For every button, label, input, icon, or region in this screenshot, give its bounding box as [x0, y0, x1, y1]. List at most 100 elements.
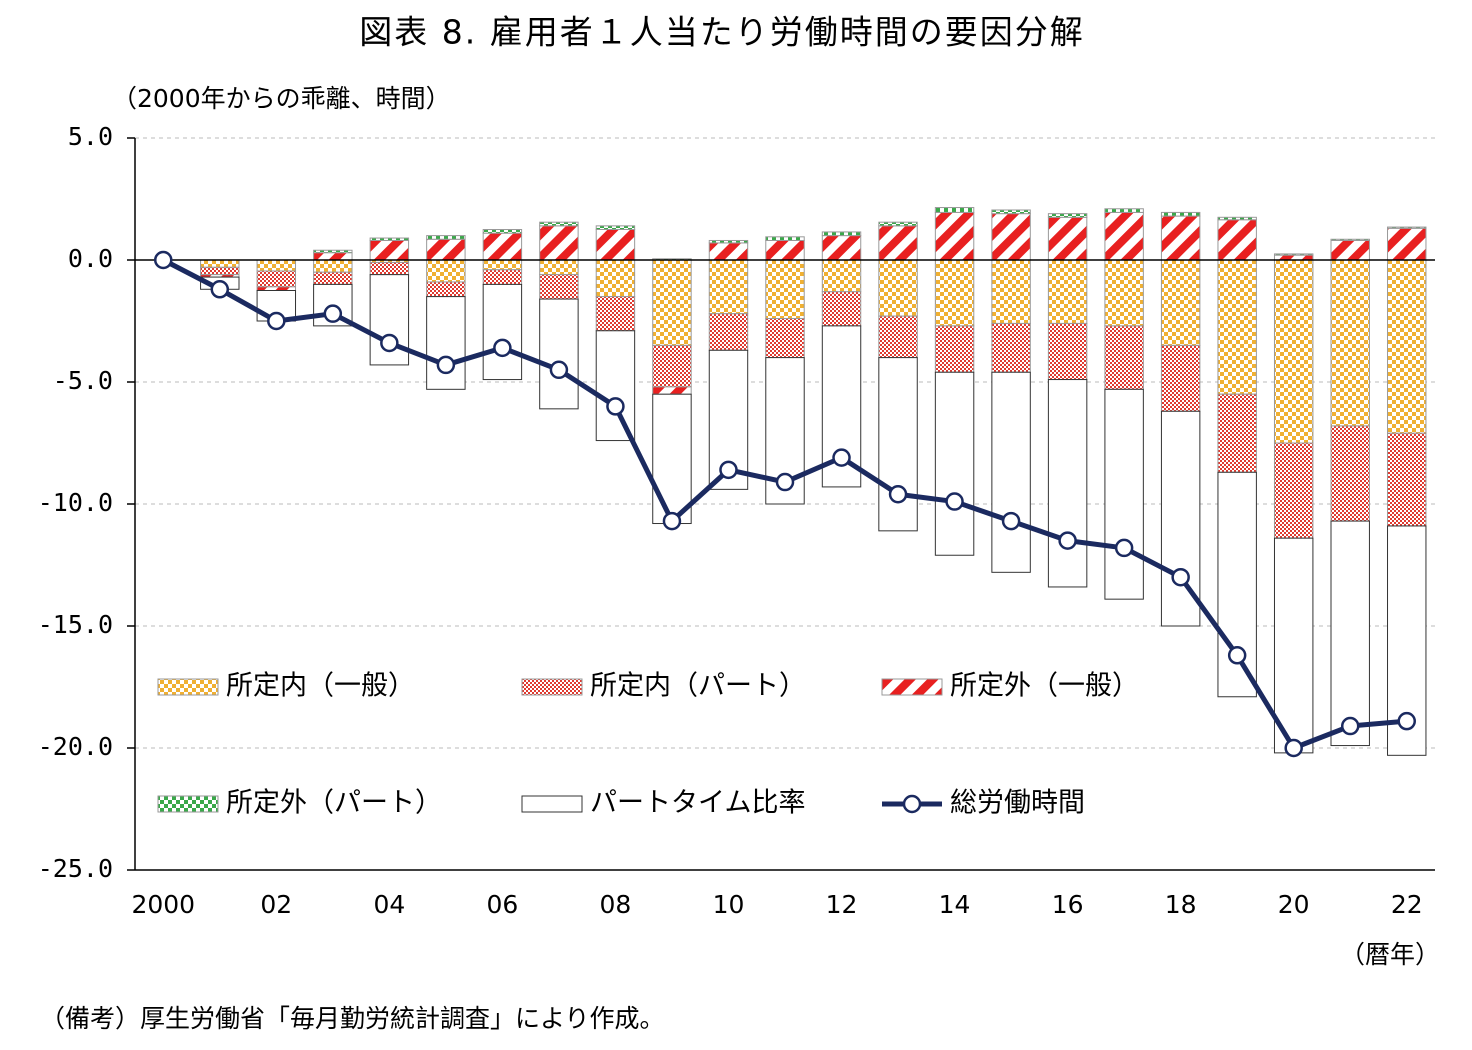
- y-tick-label: 0.0: [68, 244, 113, 273]
- bar: [1273, 537, 1314, 754]
- bar: [1330, 520, 1370, 747]
- legend-swatch: [881, 678, 943, 696]
- bar: [1217, 259, 1257, 395]
- x-tick-label: 06: [486, 890, 518, 919]
- bar: [991, 322, 1031, 373]
- bar: [934, 259, 975, 327]
- x-tick-label: 14: [939, 890, 971, 919]
- bar: [1160, 215, 1201, 261]
- bar: [256, 270, 297, 288]
- bar: [1160, 344, 1201, 412]
- x-tick-label: 08: [600, 890, 632, 919]
- line-marker: [606, 397, 625, 416]
- bar: [708, 239, 749, 244]
- bar: [708, 242, 749, 261]
- bar: [426, 296, 466, 390]
- line-marker: [154, 250, 173, 270]
- legend-swatch: [521, 678, 583, 696]
- bar: [652, 386, 692, 395]
- bar: [1273, 259, 1314, 444]
- bar: [878, 357, 918, 532]
- line-marker: [1001, 511, 1021, 531]
- bar: [1273, 442, 1314, 539]
- line-marker: [719, 460, 738, 480]
- bar: [539, 221, 579, 227]
- bar: [1217, 393, 1257, 473]
- legend-swatch: [157, 678, 219, 696]
- bar: [991, 209, 1031, 215]
- x-tick-label: 12: [826, 890, 858, 919]
- bar: [821, 235, 862, 261]
- bar: [595, 229, 636, 261]
- line-marker: [1340, 716, 1360, 736]
- bar: [1047, 322, 1088, 381]
- legend-label: 所定内（パート）: [590, 671, 806, 702]
- bar: [1387, 432, 1427, 527]
- line-marker: [1227, 646, 1247, 665]
- bar: [595, 225, 636, 230]
- bar: [313, 259, 353, 273]
- bar: [482, 259, 523, 271]
- x-axis-label: （暦年）: [1340, 940, 1440, 969]
- line-marker: [210, 280, 230, 299]
- bar: [765, 259, 805, 320]
- y-tick-label: -15.0: [38, 610, 113, 639]
- y-tick-label: 5.0: [68, 122, 113, 151]
- bar: [878, 259, 918, 317]
- x-tick-label: 10: [713, 890, 745, 919]
- line-marker: [1171, 567, 1190, 587]
- bar: [539, 259, 579, 276]
- bar: [200, 266, 240, 276]
- bar: [1217, 216, 1257, 221]
- line-marker: [323, 304, 343, 323]
- bar: [1330, 425, 1370, 522]
- bar: [595, 296, 636, 332]
- x-tick-label: 2000: [131, 890, 195, 919]
- bar: [1387, 226, 1427, 229]
- bar: [1330, 259, 1370, 427]
- bar: [1104, 211, 1144, 261]
- bar: [991, 371, 1031, 573]
- bar: [256, 259, 297, 272]
- chart-title: 図表 8. 雇用者１人当たり労働時間の要因分解: [359, 13, 1084, 52]
- bar: [878, 221, 918, 227]
- bar: [369, 261, 410, 276]
- y-tick-label: -20.0: [38, 732, 113, 761]
- bar: [313, 271, 353, 285]
- y-axis-label: （2000年からの乖離、時間）: [112, 84, 451, 113]
- bar: [934, 211, 975, 261]
- bar: [482, 283, 523, 381]
- bar: [1160, 410, 1201, 627]
- bar: [313, 249, 353, 254]
- line-marker: [380, 333, 399, 353]
- bar: [821, 259, 862, 293]
- bar: [1104, 325, 1144, 390]
- bar: [1217, 219, 1257, 261]
- bar: [991, 213, 1031, 261]
- bar: [1330, 238, 1370, 241]
- line-marker: [1284, 738, 1303, 758]
- bar: [765, 239, 805, 261]
- bar: [934, 325, 975, 373]
- y-tick-label: -5.0: [53, 366, 113, 395]
- bar: [482, 269, 523, 285]
- legend-label: パートタイム比率: [590, 788, 805, 819]
- bar: [991, 259, 1031, 324]
- line-marker: [1114, 538, 1134, 558]
- bar: [1104, 208, 1144, 213]
- x-tick-label: 18: [1165, 890, 1197, 919]
- bar: [765, 236, 805, 241]
- x-tick-label: 20: [1278, 890, 1310, 919]
- x-tick-label: 04: [373, 890, 405, 919]
- bar: [765, 318, 805, 359]
- legend-label: 所定内（一般）: [226, 671, 415, 702]
- bar: [539, 298, 579, 410]
- line-marker: [662, 511, 682, 531]
- line-marker: [1058, 531, 1077, 550]
- bar: [595, 259, 636, 298]
- bar: [256, 286, 297, 291]
- bar: [595, 330, 636, 442]
- bar: [821, 291, 862, 327]
- line-marker: [549, 360, 569, 380]
